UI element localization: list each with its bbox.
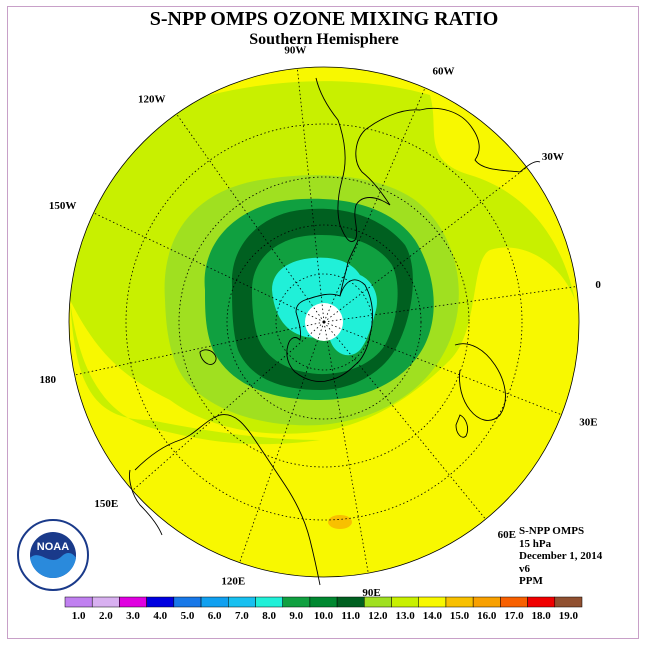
noaa-logo-wave [30, 552, 76, 578]
colorbar-tick-label: 13.0 [396, 610, 416, 622]
meridian-120w [176, 113, 325, 323]
info-product: S-NPP OMPS [519, 525, 585, 537]
colorbar-tick-label: 14.0 [423, 610, 443, 622]
colorbar-tick-label: 9.0 [289, 610, 303, 622]
colorbar-swatch [527, 596, 556, 608]
map-boundary [68, 66, 580, 578]
lon-label-30w: 30W [542, 151, 564, 163]
info-units: PPM [519, 575, 543, 587]
colorbar-swatch [500, 596, 528, 608]
meridian-90e [323, 321, 369, 574]
meridian-90w [296, 68, 325, 323]
lon-label-60w: 60W [433, 65, 455, 77]
colorbar-tick-label: 8.0 [262, 610, 276, 622]
coastline-new-zealand [199, 349, 217, 365]
colorbar-tick-label: 11.0 [341, 610, 360, 622]
coastline-antarctic-peninsula [339, 239, 359, 297]
colorbar-swatch [364, 596, 392, 608]
lon-label-0: 0 [595, 279, 601, 291]
colorbar-tick-label: 5.0 [181, 610, 195, 622]
colorbar-tick-label: 12.0 [368, 610, 388, 622]
info-pressure: 15 hPa [519, 537, 552, 550]
lon-label-90e: 90E [362, 587, 380, 599]
colorbar-swatch [554, 596, 583, 608]
longitude-labels: 90W 60W 30W 0 30E 60E 90E 120E 150E 180 150W 120W [39, 45, 601, 599]
colorbar-tick-label: 2.0 [99, 610, 113, 622]
colorbar-tick-label: 10.0 [314, 610, 334, 622]
colorbar-swatch [472, 596, 501, 608]
colorbar-swatch [64, 596, 93, 608]
colorbar-tick-label: 6.0 [208, 610, 222, 622]
page-subtitle: Southern Hemisphere [249, 31, 399, 48]
colorbar-swatch [391, 596, 419, 608]
colorbar-tick-label: 15.0 [450, 610, 470, 622]
colorbar-swatch [282, 596, 311, 608]
lon-label-150w: 150W [49, 200, 77, 212]
colorbar-swatch [91, 596, 120, 608]
lon-label-90w: 90W [284, 45, 306, 57]
info-date: December 1, 2014 [519, 550, 603, 562]
info-block: S-NPP OMPS 15 hPa December 1, 2014 v6 PP… [519, 525, 602, 588]
coastline-madagascar [455, 414, 469, 438]
plot-frame [7, 6, 639, 639]
lon-label-120e: 120E [221, 576, 245, 588]
colorbar-swatch [418, 596, 447, 608]
colorbar-swatch [146, 596, 175, 608]
colorbar-swatches [64, 596, 583, 608]
coastline-africa [454, 343, 506, 421]
noaa-logo-text: NOAA [37, 541, 69, 553]
coastline-antarctica [286, 279, 373, 383]
meridian-0 [323, 286, 577, 323]
coastlines [129, 77, 541, 586]
meridian-60w [323, 87, 426, 323]
colorbar-tick-label: 7.0 [235, 610, 249, 622]
colorbar-swatch [173, 596, 202, 608]
info-version: v6 [519, 562, 530, 575]
lon-label-150e: 150E [94, 498, 118, 510]
meridian-120e [239, 321, 325, 563]
coastline-south-america [315, 77, 541, 243]
colorbar-tick-label: 16.0 [477, 610, 497, 622]
colorbar-tick-label: 3.0 [126, 610, 140, 622]
coastline-australia-west [129, 469, 163, 536]
lon-label-60e: 60E [498, 529, 516, 541]
colorbar-swatch [200, 596, 229, 608]
noaa-logo: NOAA [17, 519, 89, 591]
colorbar-swatch [119, 596, 147, 608]
south-pole-marker [322, 320, 326, 324]
meridian-150w [93, 212, 325, 323]
meridian-180 [74, 321, 325, 376]
colorbar-tick-label: 19.0 [559, 610, 579, 622]
lon-label-180: 180 [39, 374, 56, 386]
meridian-60e [323, 321, 486, 520]
colorbar-ticks: 1.0 2.0 3.0 4.0 5.0 6.0 7.0 8.0 9.0 10.0 11.0 12.0 1… [72, 610, 579, 622]
colorbar-swatch [309, 596, 338, 608]
colorbar-swatch [336, 596, 365, 608]
colorbar-tick-label: 18.0 [532, 610, 552, 622]
lon-label-120w: 120W [138, 93, 166, 105]
lon-label-30e: 30E [579, 417, 597, 429]
meridian-150e [132, 321, 325, 491]
colorbar-swatch [228, 596, 256, 608]
meridian-lines [74, 68, 577, 574]
colorbar-tick-label: 4.0 [153, 610, 167, 622]
meridian-30e [323, 321, 562, 416]
colorbar-tick-label: 17.0 [504, 610, 524, 622]
coastline-australia [134, 414, 321, 586]
page-title: S-NPP OMPS OZONE MIXING RATIO [149, 8, 499, 30]
meridian-30w [323, 167, 527, 323]
colorbar-swatch [255, 596, 283, 608]
colorbar-tick-label: 1.0 [72, 610, 86, 622]
colorbar-swatch [445, 596, 474, 608]
